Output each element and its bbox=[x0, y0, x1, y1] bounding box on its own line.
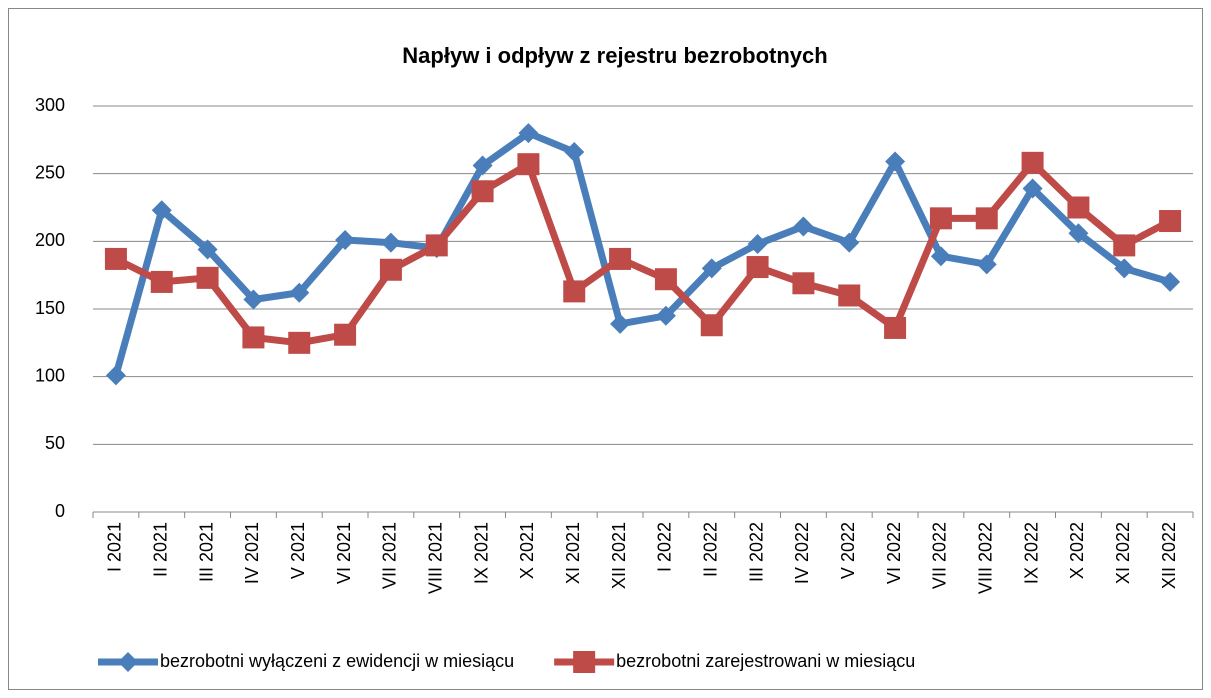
point bbox=[655, 305, 676, 326]
point bbox=[1021, 151, 1044, 174]
point bbox=[118, 652, 138, 672]
x-tick-label: II 2021 bbox=[151, 522, 171, 577]
x-tick-label: V 2022 bbox=[838, 522, 858, 579]
chart-border bbox=[8, 8, 1203, 690]
x-tick-label: VI 2022 bbox=[884, 522, 904, 584]
point bbox=[150, 270, 173, 293]
point bbox=[746, 256, 769, 279]
x-tick-label: IV 2022 bbox=[792, 522, 812, 584]
point bbox=[793, 216, 814, 237]
point bbox=[425, 234, 448, 257]
point bbox=[884, 316, 907, 339]
point bbox=[242, 326, 265, 349]
x-tick-label: I 2021 bbox=[105, 522, 125, 572]
point bbox=[792, 272, 815, 295]
point bbox=[334, 323, 357, 346]
x-tick-label: XII 2022 bbox=[1159, 522, 1179, 589]
point bbox=[197, 239, 218, 260]
point bbox=[929, 207, 952, 230]
y-tick-label: 100 bbox=[35, 365, 65, 385]
point bbox=[700, 314, 723, 337]
y-tick-label: 50 bbox=[45, 433, 65, 453]
point bbox=[975, 207, 998, 230]
x-tick-label: V 2021 bbox=[288, 522, 308, 579]
legend-label: bezrobotni wyłączeni z ewidencji w miesi… bbox=[160, 651, 514, 671]
point bbox=[930, 246, 951, 267]
x-tick-label: IX 2021 bbox=[471, 522, 491, 584]
y-tick-label: 250 bbox=[35, 162, 65, 182]
point bbox=[609, 247, 632, 270]
legend-label: bezrobotni zarejestrowani w miesiącu bbox=[616, 651, 915, 671]
point bbox=[885, 151, 906, 172]
point bbox=[976, 254, 997, 275]
x-tick-label: VIII 2021 bbox=[426, 522, 446, 594]
point bbox=[289, 282, 310, 303]
point bbox=[1159, 210, 1182, 233]
point bbox=[243, 289, 264, 310]
y-tick-label: 200 bbox=[35, 230, 65, 250]
point bbox=[701, 258, 722, 279]
y-tick-label: 0 bbox=[55, 501, 65, 521]
point bbox=[1067, 196, 1090, 219]
point bbox=[1114, 258, 1135, 279]
x-tick-label: IX 2022 bbox=[1021, 522, 1041, 584]
x-tick-label: XI 2022 bbox=[1113, 522, 1133, 584]
x-tick-label: VII 2021 bbox=[380, 522, 400, 589]
point bbox=[151, 200, 172, 221]
point bbox=[563, 280, 586, 303]
x-tick-label: XI 2021 bbox=[563, 522, 583, 584]
point bbox=[573, 651, 596, 673]
point bbox=[379, 258, 402, 281]
point bbox=[1022, 178, 1043, 199]
x-tick-label: XII 2021 bbox=[609, 522, 629, 589]
x-tick-label: VIII 2022 bbox=[976, 522, 996, 594]
point bbox=[472, 155, 493, 176]
point bbox=[747, 234, 768, 255]
point bbox=[380, 232, 401, 253]
point bbox=[335, 229, 356, 250]
point bbox=[518, 123, 539, 144]
point bbox=[104, 247, 127, 270]
point bbox=[1113, 234, 1136, 257]
point bbox=[564, 142, 585, 163]
x-tick-label: IV 2021 bbox=[242, 522, 262, 584]
y-tick-label: 150 bbox=[35, 298, 65, 318]
x-tick-label: I 2022 bbox=[655, 522, 675, 572]
x-tick-label: VI 2021 bbox=[334, 522, 354, 584]
point bbox=[839, 232, 860, 253]
point bbox=[1160, 271, 1181, 292]
point bbox=[196, 266, 219, 289]
point bbox=[838, 284, 861, 307]
point bbox=[1068, 223, 1089, 244]
chart-title: Napływ i odpływ z rejestru bezrobotnych bbox=[402, 43, 827, 68]
x-tick-label: II 2022 bbox=[701, 522, 721, 577]
point bbox=[471, 180, 494, 203]
point bbox=[517, 153, 540, 176]
point bbox=[105, 365, 126, 386]
x-tick-label: III 2022 bbox=[746, 522, 766, 582]
x-tick-label: VII 2022 bbox=[930, 522, 950, 589]
y-tick-label: 300 bbox=[35, 95, 65, 115]
x-tick-label: X 2021 bbox=[517, 522, 537, 579]
x-tick-label: III 2021 bbox=[196, 522, 216, 582]
x-tick-label: X 2022 bbox=[1067, 522, 1087, 579]
point bbox=[288, 331, 311, 354]
point bbox=[654, 268, 677, 291]
point bbox=[610, 313, 631, 334]
